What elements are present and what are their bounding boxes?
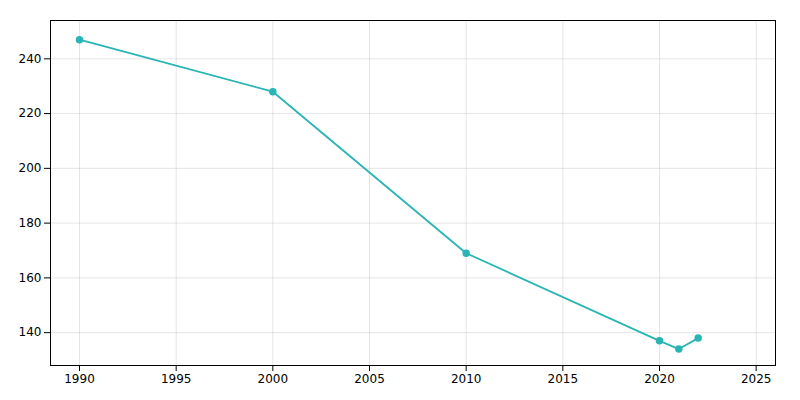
svg-text:200: 200 xyxy=(19,161,42,175)
svg-text:220: 220 xyxy=(19,106,42,120)
svg-text:2000: 2000 xyxy=(258,372,289,386)
svg-text:2025: 2025 xyxy=(741,372,772,386)
svg-text:1990: 1990 xyxy=(64,372,95,386)
svg-text:140: 140 xyxy=(19,325,42,339)
svg-text:240: 240 xyxy=(19,52,42,66)
svg-text:160: 160 xyxy=(19,271,42,285)
svg-text:2015: 2015 xyxy=(548,372,579,386)
svg-text:180: 180 xyxy=(19,216,42,230)
svg-text:2020: 2020 xyxy=(644,372,675,386)
svg-text:1995: 1995 xyxy=(161,372,192,386)
svg-text:2010: 2010 xyxy=(451,372,482,386)
svg-text:2005: 2005 xyxy=(354,372,385,386)
